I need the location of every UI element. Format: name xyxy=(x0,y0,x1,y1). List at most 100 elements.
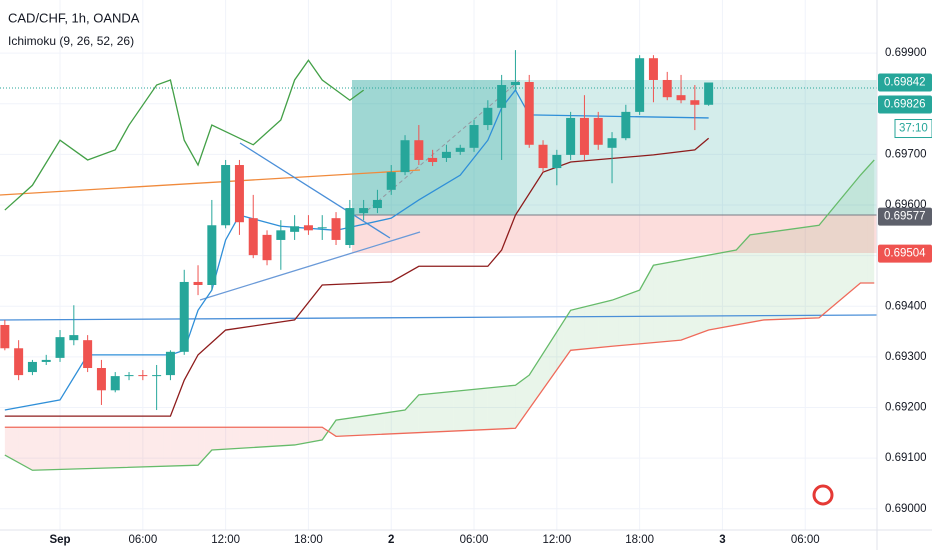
cloud-fill xyxy=(819,216,826,318)
candle-body xyxy=(648,58,658,80)
cloud-fill xyxy=(549,331,557,380)
cloud-fill xyxy=(474,388,481,431)
candle-body xyxy=(538,144,548,169)
candle-body xyxy=(69,335,79,341)
cloud-fill xyxy=(763,231,771,320)
price-badge xyxy=(878,244,932,263)
countdown-badge xyxy=(894,119,932,139)
candle-body xyxy=(414,140,424,160)
cloud xyxy=(4,159,875,471)
candle-body xyxy=(566,117,576,155)
cloud-fill xyxy=(839,191,847,301)
candle-body xyxy=(386,172,396,190)
candle-body xyxy=(635,58,645,112)
cloud-fill xyxy=(722,251,730,328)
cloud-fill xyxy=(301,427,309,444)
candle-body xyxy=(165,351,175,376)
cloud-fill xyxy=(508,385,516,429)
cloud-fill xyxy=(446,391,454,432)
candle-body xyxy=(331,218,341,240)
cloud-fill xyxy=(129,427,136,468)
cloud-fill xyxy=(556,321,564,370)
candle-body xyxy=(179,281,189,352)
cloud-fill xyxy=(501,385,509,429)
candle-body xyxy=(400,140,410,173)
price-badge xyxy=(878,73,932,92)
trend-line xyxy=(199,231,421,301)
cloud-fill xyxy=(736,242,744,325)
x-tick-label: 2 xyxy=(388,534,394,546)
candle-body xyxy=(662,79,672,98)
cloud-fill xyxy=(756,232,764,322)
candle-body xyxy=(441,151,451,158)
cloud-fill xyxy=(674,260,682,341)
cloud-fill xyxy=(480,387,488,430)
cloud-fill xyxy=(4,427,12,459)
candle-body xyxy=(0,324,10,349)
cloud-fill xyxy=(342,418,350,437)
indicator-line xyxy=(4,159,875,471)
cloud-fill xyxy=(543,342,550,390)
cloud-fill xyxy=(460,390,468,431)
y-tick-label: 0.69200 xyxy=(885,402,927,414)
cloud-fill xyxy=(494,386,502,430)
y-tick-label: 0.69700 xyxy=(885,148,927,160)
cloud-fill xyxy=(487,387,495,430)
cloud-fill xyxy=(370,414,378,435)
cloud-fill xyxy=(612,297,619,347)
cloud-fill xyxy=(267,427,274,447)
candle-body xyxy=(593,117,603,145)
cloud-fill xyxy=(218,427,226,450)
cloud-fill xyxy=(66,427,74,470)
cloud-fill xyxy=(122,427,130,468)
candle-body xyxy=(372,199,382,209)
candle-body xyxy=(317,227,327,229)
x-tick-label: 3 xyxy=(719,534,725,546)
cloud-fill xyxy=(135,427,143,468)
trend-line xyxy=(239,142,391,239)
cloud-fill xyxy=(515,380,523,429)
cloud-fill xyxy=(53,427,61,470)
y-tick-label: 0.69300 xyxy=(885,351,927,363)
cloud-fill xyxy=(204,427,212,458)
price-badge-label: 0.69577 xyxy=(884,211,926,223)
cloud-fill xyxy=(177,427,185,466)
cloud-fill xyxy=(239,427,247,449)
cloud-fill xyxy=(60,427,67,470)
cloud-fill xyxy=(87,427,95,469)
cloud-fill xyxy=(349,417,357,436)
candle-body xyxy=(552,154,562,169)
cloud-fill xyxy=(432,392,440,432)
candle-body xyxy=(579,117,589,155)
cloud-fill xyxy=(563,310,571,361)
cloud-fill xyxy=(363,415,371,436)
y-tick-label: 0.69400 xyxy=(885,300,927,312)
price-badge xyxy=(878,95,932,114)
cloud-fill xyxy=(832,200,840,307)
cloud-fill xyxy=(660,262,668,342)
candle-body xyxy=(428,157,438,162)
candle-body xyxy=(510,82,520,86)
x-tick-label: 18:00 xyxy=(625,534,654,546)
cloud-fill xyxy=(577,306,585,350)
cloud-fill xyxy=(625,292,633,346)
cloud-fill xyxy=(191,427,199,466)
indicator-line xyxy=(4,282,875,438)
candle-body xyxy=(359,208,369,214)
cloud-fill xyxy=(708,253,716,331)
candle-body xyxy=(83,340,93,369)
candle-body xyxy=(469,125,479,148)
cloud-fill xyxy=(287,427,295,446)
profit-zone-active xyxy=(352,80,517,215)
cloud-fill xyxy=(591,303,599,349)
loss-zone xyxy=(352,215,877,253)
candle-body xyxy=(207,225,217,285)
cloud-fill xyxy=(743,234,751,324)
cloud-fill xyxy=(211,427,219,451)
candle-body xyxy=(621,111,631,139)
cloud-fill xyxy=(115,427,123,468)
x-tick-label: 06:00 xyxy=(460,534,489,546)
candles xyxy=(0,50,714,411)
indicator-line xyxy=(4,59,365,211)
axes: 0.69000 0.69100 0.69200 0.69300 0.69400 0.695… xyxy=(49,47,932,546)
